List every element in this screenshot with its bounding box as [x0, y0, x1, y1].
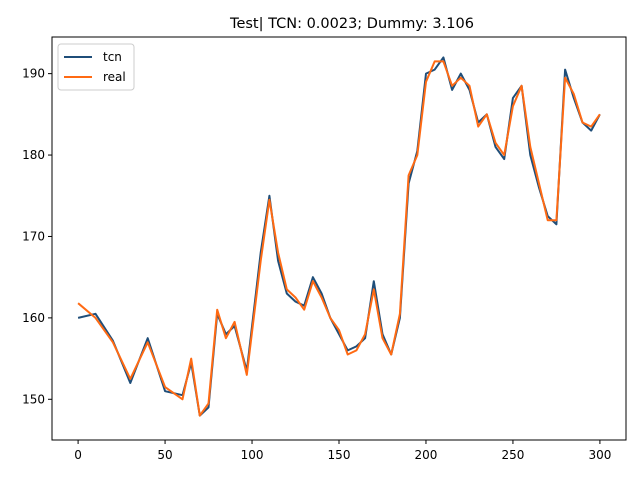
x-tick-label: 300 [588, 448, 611, 462]
x-axis: 0 50 100 150 200 250 300 [74, 440, 611, 462]
y-axis: 150 160 170 180 190 [22, 67, 52, 406]
series-lines [77, 56, 601, 417]
legend-label-real: real [103, 70, 126, 84]
y-tick-label: 190 [22, 67, 45, 81]
x-tick-label: 50 [157, 448, 172, 462]
y-tick-label: 150 [22, 392, 45, 406]
chart-title: Test| TCN: 0.0023; Dummy: 3.106 [229, 16, 474, 32]
x-tick-label: 0 [74, 448, 82, 462]
x-tick-label: 200 [415, 448, 438, 462]
y-tick-label: 170 [22, 229, 45, 243]
x-tick-label: 250 [501, 448, 524, 462]
plot-frame [51, 36, 627, 441]
series-line-real [77, 60, 601, 417]
y-tick-label: 160 [22, 311, 45, 325]
y-tick-label: 180 [22, 148, 45, 162]
legend: tcn real [57, 43, 135, 91]
x-tick-label: 100 [241, 448, 264, 462]
legend-box [57, 43, 135, 91]
x-tick-label: 150 [328, 448, 351, 462]
legend-label-tcn: tcn [103, 50, 122, 64]
